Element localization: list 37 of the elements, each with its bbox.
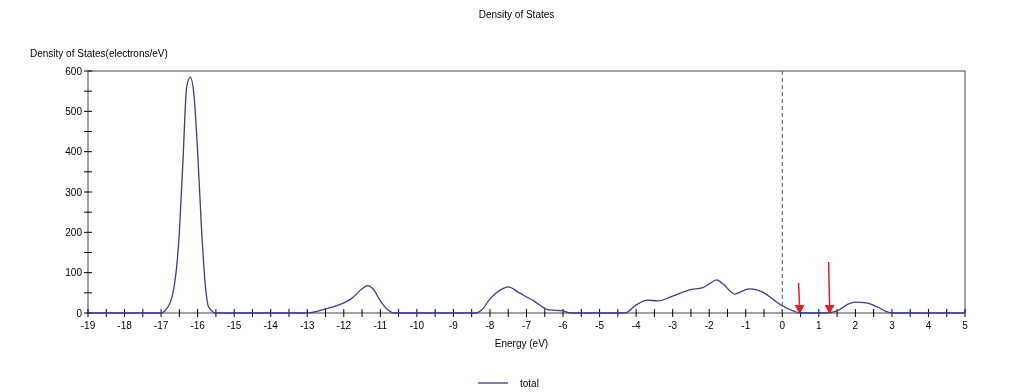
- y-tick-label: 600: [65, 65, 83, 77]
- x-tick-label: -4: [631, 320, 641, 331]
- y-tick-label: 0: [76, 307, 83, 319]
- x-tick-label: -12: [336, 320, 352, 331]
- x-tick-label: 1: [816, 320, 823, 331]
- y-tick-label: 100: [65, 267, 83, 279]
- x-tick-label: -1: [741, 320, 751, 331]
- y-tick-label: 300: [65, 186, 83, 198]
- x-tick-label: 5: [962, 320, 969, 331]
- x-tick-label: -16: [190, 320, 206, 331]
- x-tick-label: -2: [704, 320, 715, 331]
- legend-label: total: [520, 378, 539, 389]
- line-series: [87, 76, 966, 314]
- x-tick-label: -9: [448, 320, 459, 331]
- x-axis-title: Energy (eV): [494, 338, 549, 349]
- x-tick-label: -10: [409, 320, 425, 331]
- x-tick-label: -5: [595, 320, 605, 331]
- y-tick-label: 500: [65, 105, 83, 117]
- x-tick-label: 2: [852, 320, 859, 331]
- x-tick-label: -14: [263, 320, 279, 331]
- y-axis-title: Density of States(electrons/eV): [30, 48, 168, 59]
- x-tick-label: -8: [485, 320, 495, 331]
- x-tick-label: -19: [80, 320, 96, 331]
- x-tick-label: -15: [226, 320, 242, 331]
- x-tick-label: 4: [925, 320, 932, 331]
- x-tick-label: -17: [153, 320, 169, 331]
- chart-title: Density of States: [478, 9, 555, 20]
- x-tick-label: -6: [558, 320, 568, 331]
- x-tick-label: -3: [668, 320, 678, 331]
- x-tick-label: -11: [373, 320, 388, 331]
- x-tick-label: -7: [522, 320, 532, 331]
- x-tick-label: 3: [889, 320, 896, 331]
- y-tick-label: 400: [65, 146, 83, 158]
- x-tick-label: -18: [117, 320, 133, 331]
- x-tick-label: -13: [300, 320, 315, 331]
- y-tick-label: 200: [65, 226, 83, 238]
- x-tick-label: 0: [779, 320, 786, 331]
